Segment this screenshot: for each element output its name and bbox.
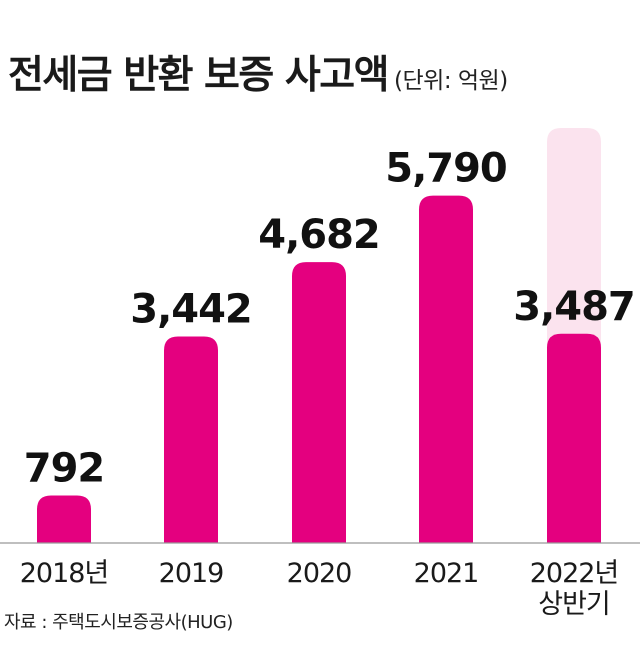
- bar-value-label-5: 3,487: [513, 284, 635, 330]
- chart-title: 전세금 반환 보증 사고액: [8, 53, 390, 98]
- x-tick-label-3: 2020: [287, 558, 352, 589]
- bar-value-label-3: 4,682: [258, 212, 380, 258]
- bar-3: [292, 262, 346, 543]
- bar-2: [164, 336, 218, 543]
- bar-value-label-2: 3,442: [130, 286, 252, 332]
- source-note: 자료 : 주택도시보증공사(HUG): [4, 612, 233, 633]
- x-tick-label-2: 2019: [159, 558, 224, 589]
- x-tick-label-5-line-1: 2022년: [530, 558, 619, 589]
- x-tick-label-1: 2018년: [20, 558, 109, 589]
- x-tick-label-5-line-2: 상반기: [538, 589, 610, 620]
- bar-1: [37, 495, 91, 543]
- x-tick-label-4: 2021: [414, 558, 479, 589]
- chart-header: 전세금 반환 보증 사고액 (단위: 억원): [8, 44, 508, 100]
- bar-value-label-1: 792: [24, 445, 105, 491]
- bar-4: [419, 195, 473, 543]
- bar-5: [547, 333, 601, 543]
- bar-value-label-4: 5,790: [385, 146, 507, 192]
- chart-unit: (단위: 억원): [394, 68, 508, 94]
